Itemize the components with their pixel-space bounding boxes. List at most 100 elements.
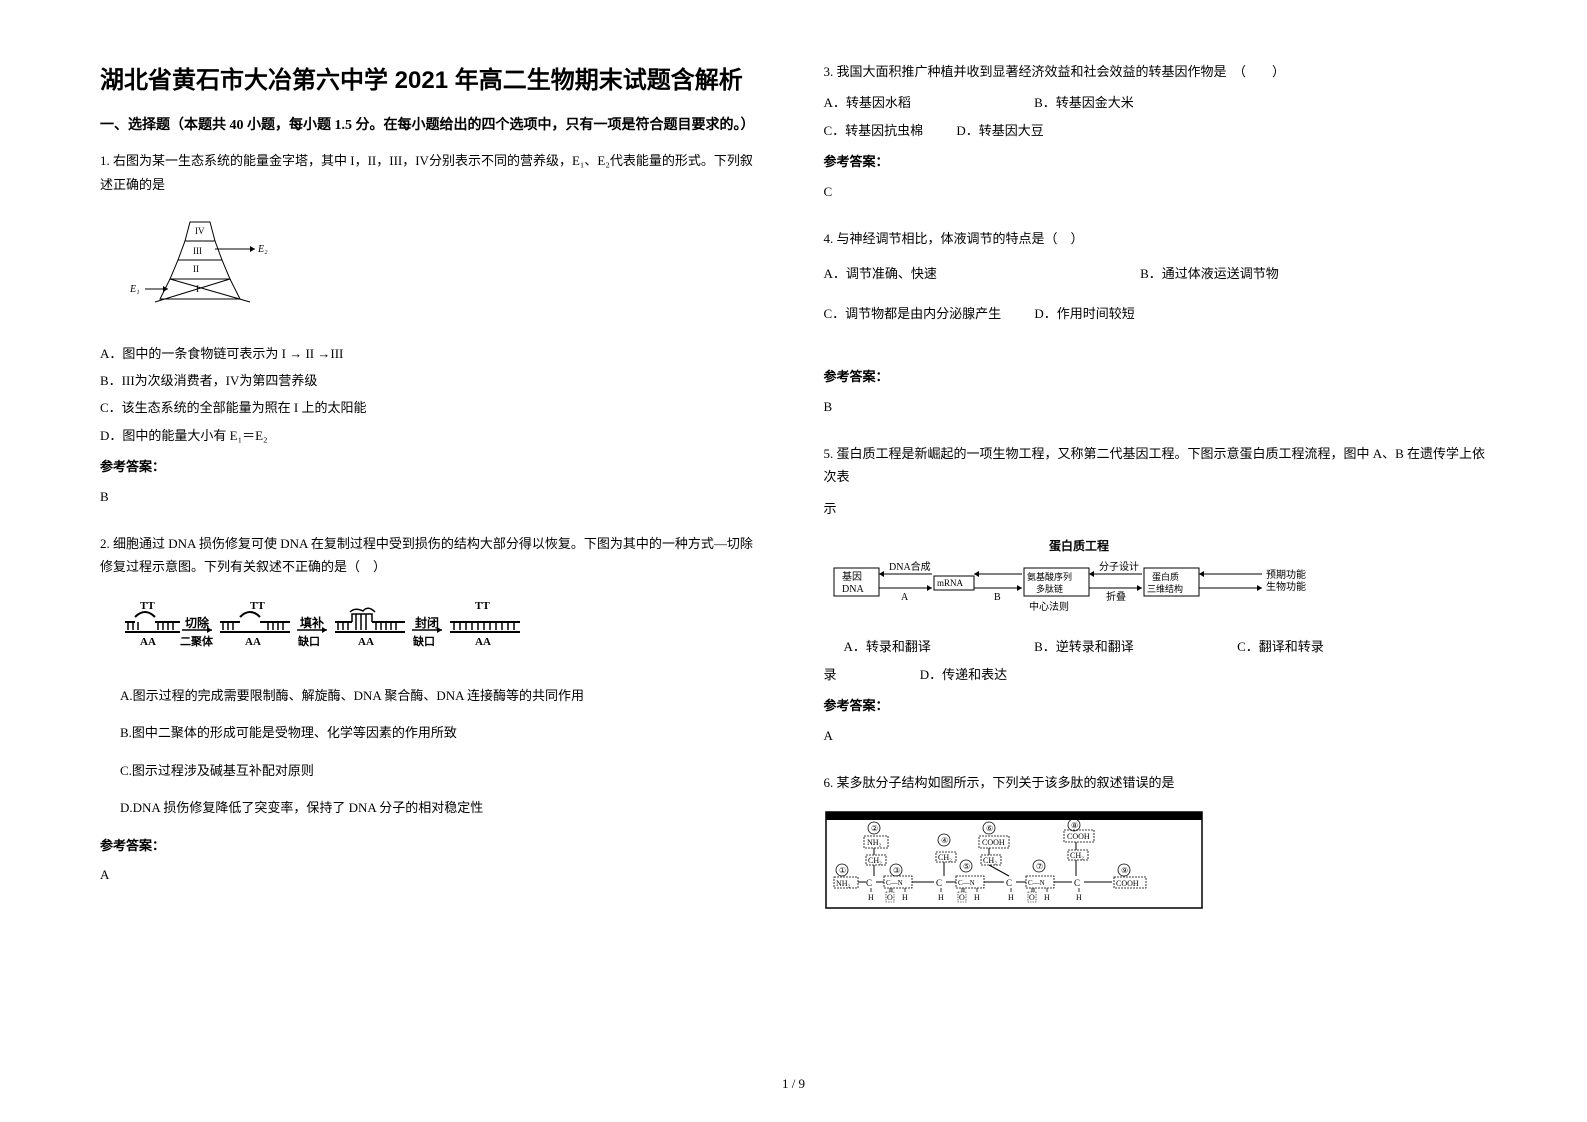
svg-text:DNA: DNA bbox=[842, 584, 864, 595]
q4-opt-d: D．作用时间较短 bbox=[1034, 306, 1134, 321]
question-6: 6. 某多肽分子结构如图所示，下列关于该多肽的叙述错误的是 ② ⑥ ⑧ NH₂ … bbox=[824, 771, 1488, 926]
pyramid-e2: E₂ bbox=[257, 244, 268, 255]
svg-text:④: ④ bbox=[941, 836, 948, 845]
q2-options: A.图示过程的完成需要限制酶、解旋酶、DNA 聚合酶、DNA 连接酶等的共同作用… bbox=[120, 684, 764, 820]
dna-label-gap1: 缺口 bbox=[297, 634, 320, 648]
page-number: 1 / 9 bbox=[782, 1076, 805, 1092]
svg-text:CH₂: CH₂ bbox=[983, 856, 997, 865]
q1-opt-c: C．该生态系统的全部能量为照在 I 上的太阳能 bbox=[100, 396, 764, 419]
q5-options: A．转录和翻译 B．逆转录和翻译 C．翻译和转录 录 D．传递和表达 bbox=[844, 635, 1488, 686]
q3-opt-a: A．转基因水稻 bbox=[824, 91, 911, 114]
q5-stem1: 5. 蛋白质工程是新崛起的一项生物工程，又称第二代基因工程。下图示意蛋白质工程流… bbox=[824, 442, 1488, 489]
q4-opt-c: C．调节物都是由内分泌腺产生 bbox=[824, 302, 1002, 325]
q2-opt-b: B.图中二聚体的形成可能是受物理、化学等因素的作用所致 bbox=[120, 721, 764, 744]
q1-stem: 1. 右图为某一生态系统的能量金字塔，其中 I，II，III，IV分别表示不同的… bbox=[100, 149, 764, 196]
q5-opt-a: A．转录和翻译 bbox=[844, 635, 931, 658]
svg-text:O: O bbox=[1029, 893, 1035, 902]
q3-opt-d: D．转基因大豆 bbox=[956, 123, 1043, 138]
svg-text:⑥: ⑥ bbox=[986, 824, 993, 833]
q3-opt-c: C．转基因抗虫棉 bbox=[824, 119, 924, 142]
q2-opt-c: C.图示过程涉及碱基互补配对原则 bbox=[120, 759, 764, 782]
svg-text:B: B bbox=[994, 592, 1001, 603]
svg-text:C: C bbox=[866, 878, 872, 888]
svg-text:COOH: COOH bbox=[1116, 879, 1139, 888]
q4-opt-b: B．通过体液运送调节物 bbox=[1140, 266, 1279, 281]
q4-opt-a: A．调节准确、快速 bbox=[824, 262, 937, 285]
svg-text:⑧: ⑧ bbox=[1071, 821, 1078, 830]
svg-text:H: H bbox=[902, 893, 908, 902]
svg-text:AA: AA bbox=[475, 636, 491, 648]
svg-text:O: O bbox=[959, 893, 965, 902]
q5-opt-: D．传递和表达 bbox=[920, 667, 1007, 682]
dna-step-3: 封闭 bbox=[415, 615, 439, 630]
document-title: 湖北省黄石市大冶第六中学 2021 年高二生物期末试题含解析 bbox=[100, 60, 764, 95]
svg-text:分子设计: 分子设计 bbox=[1099, 560, 1139, 573]
svg-text:TT: TT bbox=[140, 600, 155, 612]
svg-text:CH₂: CH₂ bbox=[938, 853, 952, 862]
q4-answer-label: 参考答案： bbox=[824, 365, 1488, 388]
q5-opt-b: B．逆转录和翻译 bbox=[1034, 635, 1134, 658]
svg-text:生物功能: 生物功能 bbox=[1266, 580, 1306, 593]
svg-text:⑦: ⑦ bbox=[1036, 862, 1043, 871]
q1-opt-d: D．图中的能量大小有 E₁＝E₂ bbox=[100, 424, 764, 447]
q2-stem: 2. 细胞通过 DNA 损伤修复可使 DNA 在复制过程中受到损伤的结构大部分得… bbox=[100, 532, 764, 579]
question-2: 2. 细胞通过 DNA 损伤修复可使 DNA 在复制过程中受到损伤的结构大部分得… bbox=[100, 532, 764, 901]
svg-text:AA: AA bbox=[358, 636, 374, 648]
q3-answer: C bbox=[824, 180, 1488, 203]
page-container: 湖北省黄石市大冶第六中学 2021 年高二生物期末试题含解析 一、选择题（本题共… bbox=[100, 60, 1487, 1060]
q4-answer: B bbox=[824, 395, 1488, 418]
q3-stem: 3. 我国大面积推广种植并收到显著经济效益和社会效益的转基因作物是 （ ） bbox=[824, 60, 1488, 83]
q3-opt-b: B．转基因金大米 bbox=[1034, 95, 1134, 110]
dna-segment-1: TT AA bbox=[125, 600, 180, 648]
pyramid-e1: E₁ bbox=[129, 284, 140, 295]
svg-text:基因: 基因 bbox=[842, 570, 862, 583]
svg-text:H: H bbox=[868, 893, 874, 902]
q5-opt-c: C．翻译和转录 bbox=[1237, 639, 1324, 654]
q1-answer: B bbox=[100, 485, 764, 508]
pyramid-level-2: II bbox=[193, 264, 199, 274]
svg-text:COOH: COOH bbox=[1067, 832, 1090, 841]
svg-text:C: C bbox=[1074, 878, 1080, 888]
svg-text:②: ② bbox=[871, 824, 878, 833]
svg-text:预期功能: 预期功能 bbox=[1266, 568, 1306, 581]
svg-text:③: ③ bbox=[893, 866, 900, 875]
question-4: 4. 与神经调节相比，体液调节的特点是（ ） A．调节准确、快速 B．通过体液运… bbox=[824, 227, 1488, 432]
svg-text:C—N: C—N bbox=[1028, 879, 1045, 887]
dna-step-1: 切除 bbox=[185, 615, 210, 630]
question-3: 3. 我国大面积推广种植并收到显著经济效益和社会效益的转基因作物是 （ ） A．… bbox=[824, 60, 1488, 217]
peptide-structure-diagram: ② ⑥ ⑧ NH₂ ④ COOH COOH CH₂ CH₂ CH₂ bbox=[824, 810, 1204, 910]
svg-text:⑤: ⑤ bbox=[963, 862, 970, 871]
q2-opt-a: A.图示过程的完成需要限制酶、解旋酶、DNA 聚合酶、DNA 连接酶等的共同作用 bbox=[120, 684, 764, 707]
pyramid-diagram: IV III II I E₂ E₁ bbox=[120, 214, 280, 324]
svg-text:H: H bbox=[1076, 893, 1082, 902]
q3-answer-label: 参考答案： bbox=[824, 150, 1488, 173]
svg-text:O: O bbox=[887, 893, 893, 902]
svg-text:中心法则: 中心法则 bbox=[1029, 600, 1069, 613]
q5-answer-label: 参考答案： bbox=[824, 694, 1488, 717]
dna-repair-diagram: TT AA 切除 二聚体 TT AA bbox=[120, 597, 560, 667]
right-column: 3. 我国大面积推广种植并收到显著经济效益和社会效益的转基因作物是 （ ） A．… bbox=[824, 60, 1488, 1060]
q1-answer-label: 参考答案： bbox=[100, 455, 764, 478]
svg-text:AA: AA bbox=[140, 636, 156, 648]
svg-text:DNA合成: DNA合成 bbox=[889, 560, 931, 573]
section-header: 一、选择题（本题共 40 小题，每小题 1.5 分。在每小题给出的四个选项中，只… bbox=[100, 115, 764, 137]
dna-step-2: 填补 bbox=[300, 615, 324, 630]
svg-text:NH₂: NH₂ bbox=[867, 838, 882, 847]
flow-title: 蛋白质工程 bbox=[1049, 538, 1109, 553]
q1-opt-a: A．图中的一条食物链可表示为 I → II →III bbox=[100, 342, 764, 365]
q4-options: A．调节准确、快速 B．通过体液运送调节物 C．调节物都是由内分泌腺产生 D．作… bbox=[824, 262, 1488, 325]
question-5: 5. 蛋白质工程是新崛起的一项生物工程，又称第二代基因工程。下图示意蛋白质工程流… bbox=[824, 442, 1488, 761]
q3-options: A．转基因水稻 B．转基因金大米 C．转基因抗虫棉 D．转基因大豆 bbox=[824, 91, 1488, 142]
dna-segment-4: TT AA bbox=[450, 600, 520, 648]
svg-text:C: C bbox=[936, 878, 942, 888]
svg-text:C—N: C—N bbox=[958, 879, 975, 887]
svg-text:mRNA: mRNA bbox=[937, 578, 964, 588]
left-column: 湖北省黄石市大冶第六中学 2021 年高二生物期末试题含解析 一、选择题（本题共… bbox=[100, 60, 764, 1060]
svg-text:CH₂: CH₂ bbox=[1070, 851, 1084, 860]
q6-stem: 6. 某多肽分子结构如图所示，下列关于该多肽的叙述错误的是 bbox=[824, 771, 1488, 794]
q2-answer-label: 参考答案： bbox=[100, 834, 764, 857]
svg-text:C—N: C—N bbox=[886, 879, 903, 887]
dna-segment-2: TT AA bbox=[220, 600, 290, 648]
svg-text:NH₂: NH₂ bbox=[836, 879, 851, 888]
pyramid-level-3: III bbox=[193, 246, 202, 256]
